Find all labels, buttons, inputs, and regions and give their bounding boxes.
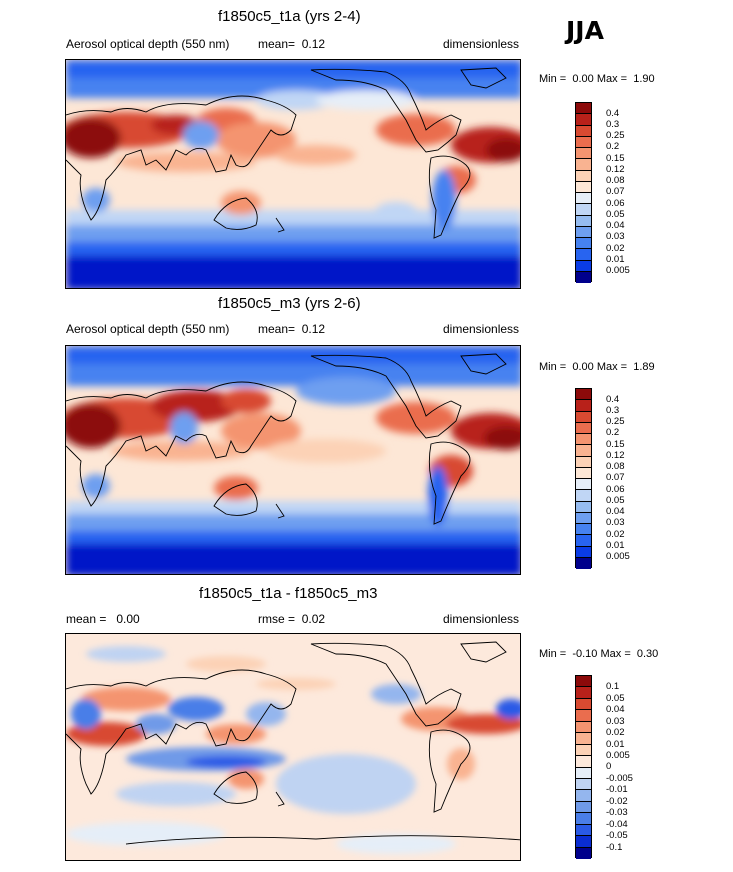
panel3-colorbar-tick: 0.005 xyxy=(606,750,630,761)
panel3-colorbar-tick: -0.02 xyxy=(606,796,628,807)
panel2-colorbar-tick: 0.08 xyxy=(606,461,625,472)
panel2-colorbar-tick: 0.01 xyxy=(606,540,625,551)
panel1-variable: Aerosol optical depth (550 nm) xyxy=(66,37,230,51)
panel2-mean: mean= 0.12 xyxy=(258,322,325,336)
panel2-colorbar-tick: 0.02 xyxy=(606,529,625,540)
panel3-colorbar-tick: 0.05 xyxy=(606,693,625,704)
panel2-colorbar-tick: 0.04 xyxy=(606,506,625,517)
panel3-colorbar-tick: 0.04 xyxy=(606,704,625,715)
panel1-map-svg xyxy=(66,60,520,288)
panel1-colorbar-tick: 0.12 xyxy=(606,164,625,175)
panel1-mean-label: mean= xyxy=(258,37,296,51)
panel2-colorbar-tick: 0.03 xyxy=(606,517,625,528)
panel3-colorbar xyxy=(575,675,592,859)
panel2-colorbar-tick: 0.15 xyxy=(606,439,625,450)
panel2-colorbar-tick: 0.07 xyxy=(606,472,625,483)
panel2-colorbar-tick: 0.3 xyxy=(606,405,620,416)
panel3-map-svg xyxy=(66,634,520,860)
panel1-colorbar-tick: 0.07 xyxy=(606,186,625,197)
panel3-colorbar-tick: -0.04 xyxy=(606,819,628,830)
panel1-colorbar-tick: 0.02 xyxy=(606,243,625,254)
panel1-max-label: Max = xyxy=(596,73,628,85)
panel3-colorbar-tick: -0.03 xyxy=(606,807,628,818)
panel3-mean-value: 0.00 xyxy=(116,612,140,626)
panel2-max-label: Max = xyxy=(596,361,628,373)
panel1-min-label: Min = xyxy=(539,73,567,85)
panel3-colorbar-tick: 0.1 xyxy=(606,681,620,692)
panel1-colorbar-tick: 0.01 xyxy=(606,254,625,265)
panel2-colorbar xyxy=(575,388,592,569)
panel2-mean-value: 0.12 xyxy=(301,322,326,336)
panel3-units: dimensionless xyxy=(443,612,520,626)
panel2-minmax: Min = 0.00 Max = 1.89 xyxy=(539,361,655,373)
panel2-min-label: Min = xyxy=(539,361,567,373)
panel3-colorbar-tick: -0.01 xyxy=(606,784,628,795)
panel2-mean-label: mean= xyxy=(258,322,296,336)
panel1-colorbar-tick: 0.03 xyxy=(606,231,625,242)
panel1-colorbar-tick: 0.25 xyxy=(606,130,625,141)
panel2-map-svg xyxy=(66,346,520,574)
panel1-mean: mean= 0.12 xyxy=(258,37,325,51)
panel1-colorbar-tick: 0.08 xyxy=(606,175,625,186)
panel3-colorbar-tick: -0.005 xyxy=(606,773,633,784)
panel1-colorbar-tick: 0.3 xyxy=(606,119,620,130)
panel2-min-value: 0.00 xyxy=(572,361,594,373)
panel1-coastlines xyxy=(66,67,507,239)
panel1-colorbar-tick: 0.15 xyxy=(606,153,625,164)
panel3-map xyxy=(65,633,521,861)
panel3-rmse-value: 0.02 xyxy=(301,612,326,626)
panel2-colorbar-tick: 0.4 xyxy=(606,394,620,405)
panel3-rmse: rmse = 0.02 xyxy=(258,612,325,626)
panel1-colorbar-tick: 0.05 xyxy=(606,209,625,220)
panel2-colorbar-tick: 0.2 xyxy=(606,427,620,438)
panel3-mean-label: mean = xyxy=(66,612,107,626)
panel1-mean-value: 0.12 xyxy=(301,37,326,51)
panel1-colorbar-tick: 0.4 xyxy=(606,108,620,119)
panel3-min-label: Min = xyxy=(539,648,567,660)
panel1-colorbar-tick: 0.04 xyxy=(606,220,625,231)
panel2-max-value: 1.89 xyxy=(633,361,655,373)
panel3-max-value: 0.30 xyxy=(636,648,659,660)
panel3-min-value: -0.10 xyxy=(572,648,598,660)
season-label: JJA xyxy=(566,16,604,45)
panel3-minmax: Min = -0.10 Max = 0.30 xyxy=(539,648,658,660)
panel1-colorbar-tick: 0.005 xyxy=(606,265,630,276)
panel2-units: dimensionless xyxy=(443,322,520,336)
panel3-max-label: Max = xyxy=(600,648,631,660)
panel2-variable: Aerosol optical depth (550 nm) xyxy=(66,322,230,336)
panel3-rmse-label: rmse = xyxy=(258,612,296,626)
panel3-colorbar-tick: 0 xyxy=(606,761,612,772)
panel1-max-value: 1.90 xyxy=(633,73,655,85)
panel3-colorbar-tick: 0.03 xyxy=(606,716,625,727)
panel3-colorbar-tick: 0.02 xyxy=(606,727,625,738)
panel2-colorbar-tick: 0.25 xyxy=(606,416,625,427)
panel1-colorbar xyxy=(575,102,592,283)
panel2-title: f1850c5_m3 (yrs 2-6) xyxy=(218,295,361,312)
panel2-colorbar-tick: 0.12 xyxy=(606,450,625,461)
panel3-mean: mean = 0.00 xyxy=(66,612,140,626)
panel1-map xyxy=(65,59,521,289)
panel1-title: f1850c5_t1a (yrs 2-4) xyxy=(218,8,361,25)
panel1-min-value: 0.00 xyxy=(572,73,594,85)
panel2-colorbar-tick: 0.005 xyxy=(606,551,630,562)
panel2-colorbar-tick: 0.06 xyxy=(606,484,625,495)
panel3-colorbar-tick: -0.05 xyxy=(606,830,628,841)
panel2-colorbar-tick: 0.05 xyxy=(606,495,625,506)
panel2-map xyxy=(65,345,521,575)
panel1-colorbar-tick: 0.06 xyxy=(606,198,625,209)
panel1-units: dimensionless xyxy=(443,37,520,51)
panel3-title: f1850c5_t1a - f1850c5_m3 xyxy=(199,585,378,602)
panel2-coastlines xyxy=(66,353,507,525)
panel3-colorbar-tick: 0.01 xyxy=(606,739,625,750)
panel1-minmax: Min = 0.00 Max = 1.90 xyxy=(539,73,655,85)
panel3-colorbar-tick: -0.1 xyxy=(606,842,623,853)
panel3-coastlines xyxy=(66,641,520,845)
panel1-colorbar-tick: 0.2 xyxy=(606,141,620,152)
